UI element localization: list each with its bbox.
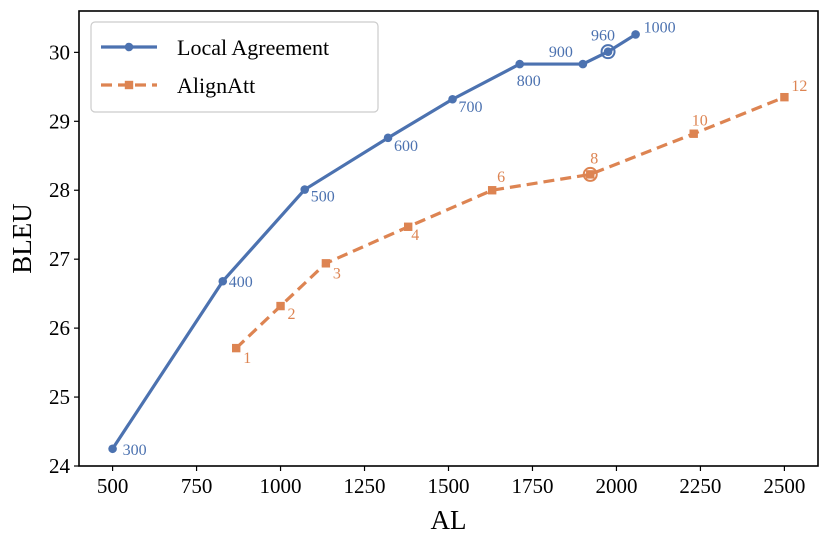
data-label: 960 (591, 28, 615, 45)
x-tick-label: 500 (97, 474, 129, 498)
data-label: 12 (791, 78, 807, 95)
y-tick-label: 30 (49, 40, 70, 64)
data-point (218, 276, 228, 286)
y-tick-label: 29 (49, 109, 70, 133)
x-tick-label: 2250 (679, 474, 721, 498)
highlight-ring (582, 166, 598, 182)
data-label: 1 (243, 350, 251, 367)
data-label: 8 (590, 150, 598, 167)
data-point (578, 59, 588, 69)
y-tick-label: 25 (49, 385, 70, 409)
x-tick-label: 750 (181, 474, 213, 498)
highlight-ring (600, 44, 616, 60)
legend-swatch-marker (124, 80, 134, 90)
legend-box (90, 21, 379, 113)
x-tick-label: 1500 (428, 474, 470, 498)
data-label: 3 (333, 265, 341, 282)
data-label: 800 (517, 73, 541, 90)
data-point (515, 59, 525, 69)
data-label: 6 (497, 169, 505, 186)
series-line-1 (235, 95, 786, 350)
data-point (603, 47, 613, 56)
x-tick-label: 1750 (511, 474, 553, 498)
x-tick-label: 1000 (260, 474, 302, 498)
legend: Local Agreement AlignAtt (90, 21, 379, 113)
data-label: 300 (123, 442, 147, 459)
data-point (448, 94, 457, 104)
data-point (276, 301, 285, 311)
y-tick-label: 27 (49, 247, 70, 271)
marker-layer (108, 30, 789, 454)
data-label: 10 (692, 113, 708, 130)
data-point (780, 92, 789, 102)
data-point (403, 222, 413, 231)
legend-label: AlignAtt (177, 73, 255, 98)
data-point (487, 186, 497, 195)
data-point (586, 170, 595, 179)
x-axis-title: AL (431, 505, 467, 535)
data-point (689, 129, 698, 138)
data-label: 600 (394, 138, 418, 155)
data-label: 1000 (644, 19, 676, 36)
axis-layer: 500 750 1000 1250 1500 1750 2000 2250 2500242526… (49, 10, 819, 498)
data-label: 2 (288, 306, 296, 323)
y-tick-label: 24 (49, 454, 71, 478)
y-tick-label: 26 (49, 316, 70, 340)
data-label: 500 (311, 189, 335, 206)
x-tick-label: 2500 (763, 474, 805, 498)
data-label: 900 (549, 44, 573, 61)
y-tick-label: 28 (49, 178, 70, 202)
data-label: 400 (229, 274, 253, 291)
data-point (300, 185, 310, 194)
data-label: 4 (411, 227, 419, 244)
data-point (383, 133, 393, 143)
data-point (232, 343, 241, 353)
x-tick-label: 1250 (344, 474, 386, 498)
y-axis-title: BLEU (7, 203, 37, 274)
data-point (631, 30, 640, 39)
data-label: 700 (459, 99, 483, 116)
data-point (108, 444, 117, 454)
legend-swatch-marker (124, 42, 134, 52)
legend-label: Local Agreement (177, 35, 329, 60)
x-tick-label: 2000 (595, 474, 637, 498)
data-point (321, 259, 331, 268)
